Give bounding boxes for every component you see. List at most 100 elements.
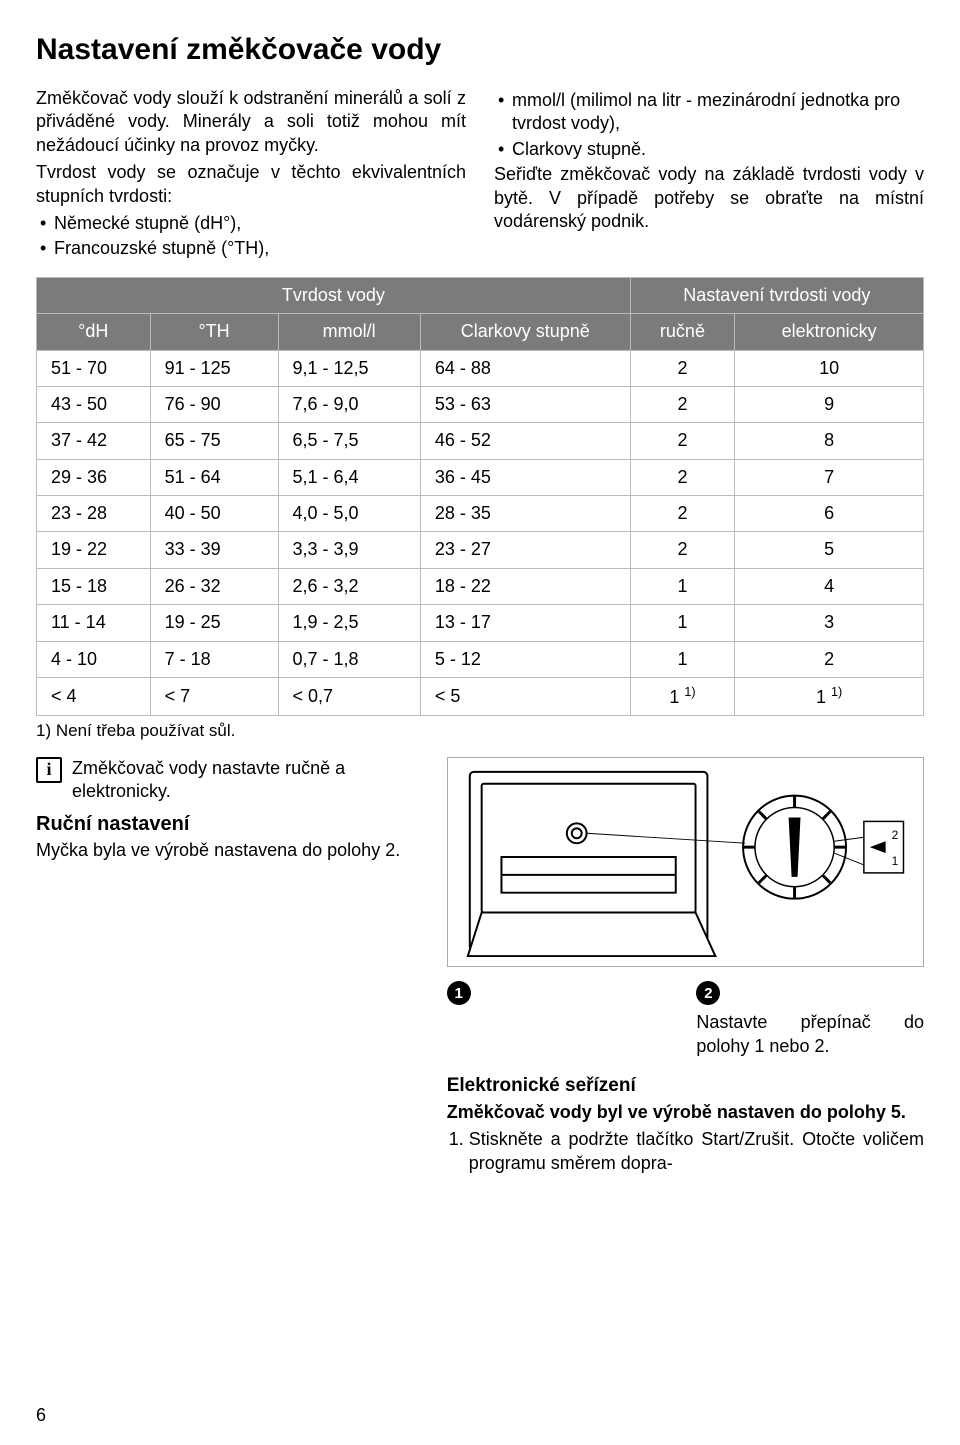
table-cell: 46 - 52 — [420, 423, 630, 459]
step-2-text: Nastavte přepínač do polohy 1 nebo 2. — [696, 1011, 924, 1058]
table-cell: < 5 — [420, 678, 630, 716]
table-row: 4 - 107 - 180,7 - 1,85 - 1212 — [37, 641, 924, 677]
table-cell: 51 - 64 — [150, 459, 278, 495]
table-footnote: 1) Není třeba používat sůl. — [36, 720, 924, 742]
table-cell: 1 — [630, 568, 734, 604]
table-cell: 2 — [630, 386, 734, 422]
table-cell: 7 — [735, 459, 924, 495]
table-cell: 19 - 22 — [37, 532, 151, 568]
table-cell: 4,0 - 5,0 — [278, 496, 420, 532]
lower-right: 2 1 1 2 Nastavte přepínač do polohy 1 ne… — [447, 757, 924, 1177]
table-cell: 6,5 - 7,5 — [278, 423, 420, 459]
table-cell: 1 — [630, 605, 734, 641]
table-cell: 9,1 - 12,5 — [278, 350, 420, 386]
table-cell: 40 - 50 — [150, 496, 278, 532]
table-cell: 8 — [735, 423, 924, 459]
table-cell: 33 - 39 — [150, 532, 278, 568]
page-number: 6 — [36, 1404, 46, 1427]
manual-heading: Ruční nastavení — [36, 811, 427, 837]
table-cell: 23 - 28 — [37, 496, 151, 532]
table-cell: 65 - 75 — [150, 423, 278, 459]
table-cell: 23 - 27 — [420, 532, 630, 568]
table-cell: 13 - 17 — [420, 605, 630, 641]
hardness-table: Tvrdost vody Nastavení tvrdosti vody °dH… — [36, 277, 924, 717]
table-cell: < 7 — [150, 678, 278, 716]
intro-left: Změkčovač vody slouží k odstranění miner… — [36, 87, 466, 263]
dishwasher-diagram: 2 1 — [447, 757, 924, 967]
step-badge-1: 1 — [447, 981, 471, 1005]
table-cell: 91 - 125 — [150, 350, 278, 386]
table-row: < 4< 7< 0,7< 51 1)1 1) — [37, 678, 924, 716]
intro-left-bullets: Německé stupně (dH°), Francouzské stupně… — [36, 212, 466, 261]
table-cell: 2 — [735, 641, 924, 677]
table-cell: < 4 — [37, 678, 151, 716]
table-row: 29 - 3651 - 645,1 - 6,436 - 4527 — [37, 459, 924, 495]
table-header: mmol/l — [278, 314, 420, 350]
table-cell: 19 - 25 — [150, 605, 278, 641]
table-cell: 2 — [630, 459, 734, 495]
page-title: Nastavení změkčovače vody — [36, 30, 924, 69]
table-group-2: Nastavení tvrdosti vody — [630, 277, 923, 313]
info-note-row: i Změkčovač vody nastavte ručně a elektr… — [36, 757, 427, 804]
table-header: °TH — [150, 314, 278, 350]
table-cell: 11 - 14 — [37, 605, 151, 641]
table-cell: 5,1 - 6,4 — [278, 459, 420, 495]
table-cell: 2 — [630, 350, 734, 386]
intro-left-p2: Tvrdost vody se označuje v těchto ekviva… — [36, 161, 466, 208]
table-header: elektronicky — [735, 314, 924, 350]
table-cell: 26 - 32 — [150, 568, 278, 604]
table-cell: 5 — [735, 532, 924, 568]
table-cell: 18 - 22 — [420, 568, 630, 604]
table-cell: 36 - 45 — [420, 459, 630, 495]
intro-right-bullets: mmol/l (milimol na litr - mezinárodní je… — [494, 89, 924, 161]
intro-left-p1: Změkčovač vody slouží k odstranění miner… — [36, 87, 466, 157]
table-row: 23 - 2840 - 504,0 - 5,028 - 3526 — [37, 496, 924, 532]
intro-right-bullet: mmol/l (milimol na litr - mezinárodní je… — [494, 89, 924, 136]
table-cell: 3,3 - 3,9 — [278, 532, 420, 568]
table-cell: 0,7 - 1,8 — [278, 641, 420, 677]
table-cell: 28 - 35 — [420, 496, 630, 532]
electronic-list: Stiskněte a podržte tlačítko Start/Zruši… — [447, 1128, 924, 1175]
intro-right-bullet: Clarkovy stupně. — [494, 138, 924, 161]
lower-left: i Změkčovač vody nastavte ručně a elektr… — [36, 757, 427, 1177]
table-cell: 43 - 50 — [37, 386, 151, 422]
table-cell: 7,6 - 9,0 — [278, 386, 420, 422]
table-cell: 76 - 90 — [150, 386, 278, 422]
intro-right-p1: Seřiďte změkčovač vody na základě tvrdos… — [494, 163, 924, 233]
table-group-1: Tvrdost vody — [37, 277, 631, 313]
table-cell: 64 - 88 — [420, 350, 630, 386]
table-row: 37 - 4265 - 756,5 - 7,546 - 5228 — [37, 423, 924, 459]
info-note-text: Změkčovač vody nastavte ručně a elektron… — [72, 757, 427, 804]
table-cell: 2 — [630, 496, 734, 532]
table-cell: 5 - 12 — [420, 641, 630, 677]
table-cell: 9 — [735, 386, 924, 422]
table-cell: 7 - 18 — [150, 641, 278, 677]
table-row: 11 - 1419 - 251,9 - 2,513 - 1713 — [37, 605, 924, 641]
table-header: Clarkovy stupně — [420, 314, 630, 350]
intro-left-bullet: Německé stupně (dH°), — [36, 212, 466, 235]
table-header: °dH — [37, 314, 151, 350]
step-badge-2: 2 — [696, 981, 720, 1005]
table-cell: 2 — [630, 423, 734, 459]
table-cell: 29 - 36 — [37, 459, 151, 495]
intro-right: mmol/l (milimol na litr - mezinárodní je… — [494, 87, 924, 263]
table-cell: 10 — [735, 350, 924, 386]
electronic-heading: Elektronické seřízení — [447, 1074, 924, 1099]
info-icon: i — [36, 757, 62, 783]
table-cell: 1 1) — [630, 678, 734, 716]
table-cell: 53 - 63 — [420, 386, 630, 422]
electronic-list-item: Stiskněte a podržte tlačítko Start/Zruši… — [469, 1128, 924, 1175]
table-row: 15 - 1826 - 322,6 - 3,218 - 2214 — [37, 568, 924, 604]
table-cell: 4 - 10 — [37, 641, 151, 677]
table-cell: 51 - 70 — [37, 350, 151, 386]
electronic-bold: Změkčovač vody byl ve výrobě nastaven do… — [447, 1101, 924, 1124]
intro-columns: Změkčovač vody slouží k odstranění miner… — [36, 87, 924, 263]
table-row: 19 - 2233 - 393,3 - 3,923 - 2725 — [37, 532, 924, 568]
svg-text:2: 2 — [891, 828, 898, 842]
table-cell: 1,9 - 2,5 — [278, 605, 420, 641]
table-row: 51 - 7091 - 1259,1 - 12,564 - 88210 — [37, 350, 924, 386]
intro-left-bullet: Francouzské stupně (°TH), — [36, 237, 466, 260]
table-row: 43 - 5076 - 907,6 - 9,053 - 6329 — [37, 386, 924, 422]
table-cell: 2,6 - 3,2 — [278, 568, 420, 604]
table-cell: < 0,7 — [278, 678, 420, 716]
